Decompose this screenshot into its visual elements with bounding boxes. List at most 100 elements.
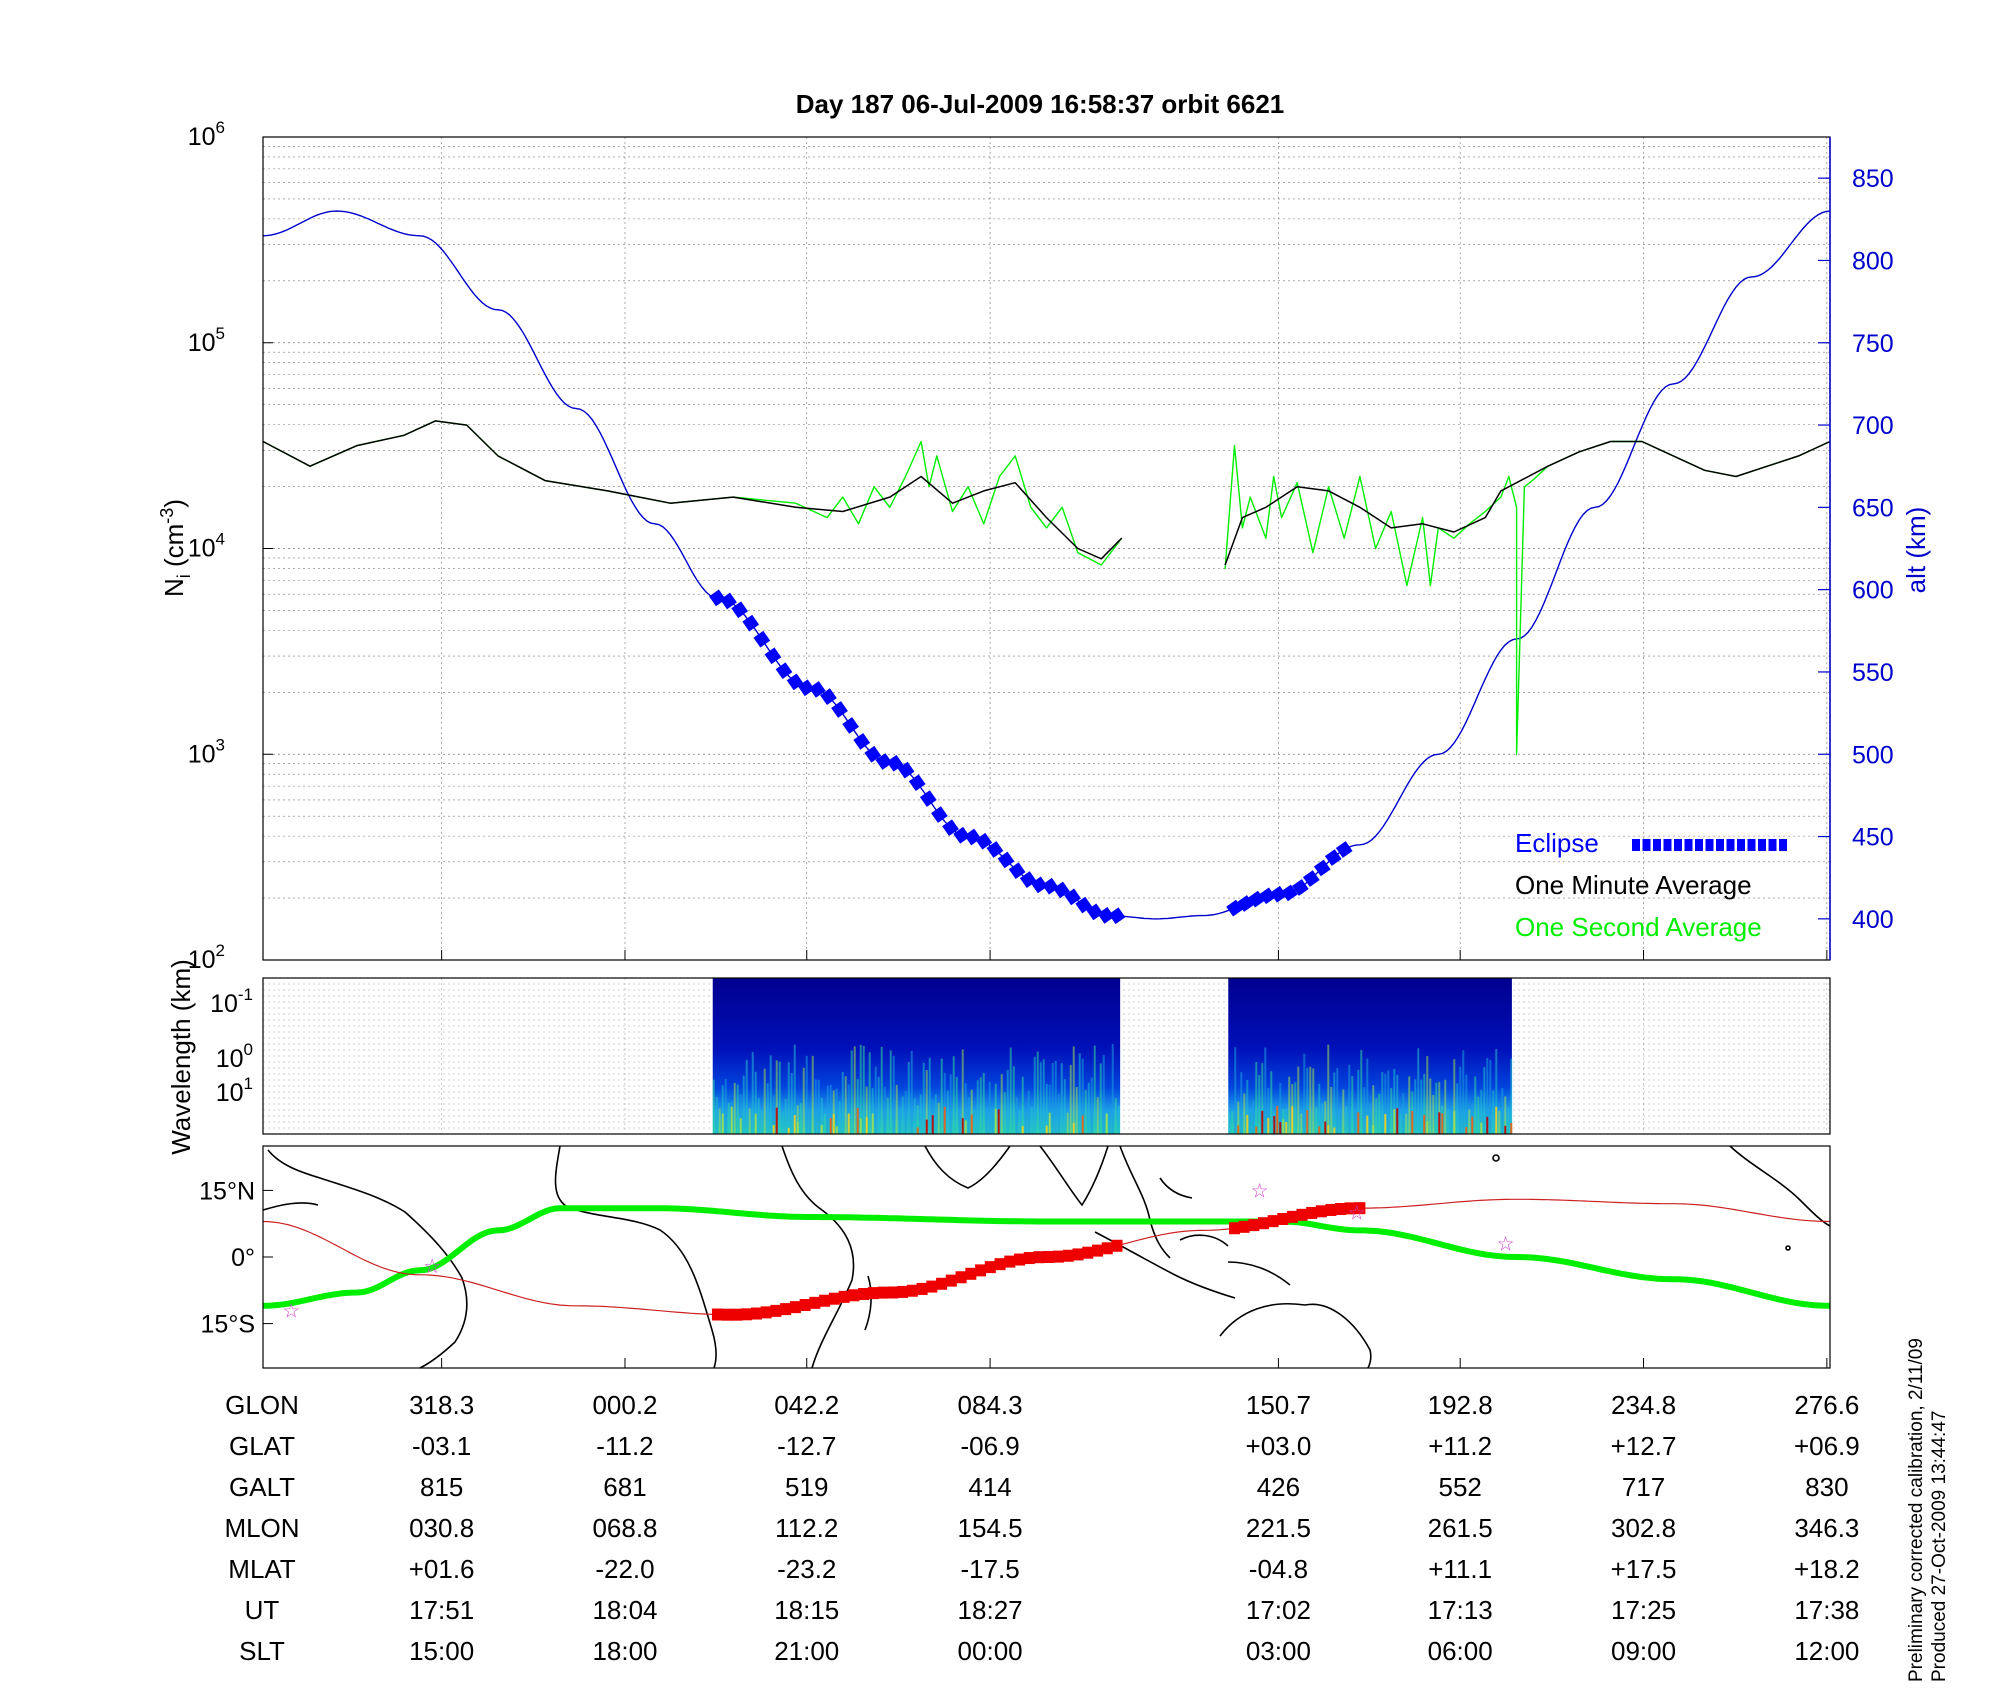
spectrogram-streak	[715, 1096, 718, 1134]
spectrogram-streak	[712, 1079, 715, 1134]
spectrogram-streak	[793, 1044, 796, 1134]
eclipse-marker	[742, 614, 760, 632]
spectrogram-streak	[1369, 1102, 1372, 1134]
spectrogram-streak	[958, 1107, 961, 1134]
spectrogram-peak	[1465, 1127, 1468, 1134]
spectrogram-peak	[1366, 1115, 1369, 1134]
table-cell: 00:00	[958, 1636, 1023, 1666]
altitude-tick-label: 850	[1852, 165, 1894, 193]
spectrogram-streak	[1384, 1073, 1387, 1134]
spectrogram-peak	[1393, 1109, 1396, 1134]
eclipse-marker	[720, 592, 737, 610]
spectrogram-peak	[1306, 1110, 1309, 1134]
eclipse-track-marker	[945, 1274, 957, 1287]
spectrogram-streak	[1069, 1064, 1072, 1134]
spectrogram-streak	[1432, 1095, 1435, 1134]
eclipse-track-marker	[897, 1285, 909, 1298]
eclipse-track-marker	[994, 1258, 1006, 1271]
spectrogram-streak	[817, 1079, 820, 1134]
spectrogram-peak	[1510, 1122, 1513, 1134]
spectrogram-streak	[736, 1084, 739, 1134]
eclipse-track-marker	[770, 1304, 782, 1317]
spectrogram-peak	[997, 1109, 1000, 1134]
table-row-label: UT	[245, 1595, 280, 1625]
eclipse-marker	[897, 761, 915, 779]
spectrogram-streak	[1504, 1096, 1507, 1134]
altitude-tick-label: 400	[1852, 906, 1894, 934]
spectrogram-streak	[748, 1108, 751, 1134]
eclipse-track-marker	[848, 1289, 860, 1302]
table-cell: 192.8	[1428, 1390, 1493, 1420]
spectrogram-streak	[1006, 1069, 1009, 1134]
spectrogram-streak	[877, 1077, 880, 1134]
table-cell: 000.2	[592, 1390, 657, 1420]
spectrogram-streak	[784, 1098, 787, 1134]
eclipse-track-marker	[906, 1284, 918, 1297]
spectrogram-streak	[982, 1072, 985, 1134]
spectrogram-streak	[1000, 1074, 1003, 1134]
table-cell: 150.7	[1246, 1390, 1311, 1420]
table-cell: 18:04	[592, 1595, 657, 1625]
spectrogram-streak	[724, 1079, 727, 1134]
eclipse-track-marker	[1315, 1205, 1327, 1218]
spectrogram-streak	[1393, 1068, 1396, 1134]
spectrogram-streak	[1387, 1070, 1390, 1134]
eclipse-track-marker	[1296, 1208, 1308, 1221]
spectrogram-peak	[1255, 1126, 1258, 1134]
spectrogram-streak	[760, 1110, 763, 1134]
spectrogram-peak	[925, 1119, 928, 1134]
spectrogram-peak	[994, 1108, 997, 1134]
spectrogram-streak	[886, 1097, 889, 1134]
eclipse-track-marker	[828, 1292, 840, 1305]
eclipse-track-marker	[750, 1307, 762, 1320]
density-panel: 102 103 104 105 106 400 450 500 550 600 650 700 750…	[157, 118, 1931, 974]
spectrogram-streak	[739, 1094, 742, 1134]
eclipse-track-marker	[760, 1306, 772, 1319]
spectrogram-streak	[838, 1100, 841, 1134]
spectrogram-streak	[1372, 1085, 1375, 1134]
table-cell: 068.8	[592, 1513, 657, 1543]
table-cell: +01.6	[409, 1554, 475, 1584]
spectrogram-streak	[1294, 1082, 1297, 1134]
spectrogram-streak	[871, 1088, 874, 1134]
altitude-tick-label: 600	[1852, 577, 1894, 605]
spectrogram-streak	[1057, 1094, 1060, 1134]
spectrogram-streak	[1345, 1106, 1348, 1134]
spectrogram-streak	[1240, 1072, 1243, 1134]
spectrogram-streak	[1309, 1066, 1312, 1134]
spectrogram-peak	[1357, 1112, 1360, 1134]
spectrogram-peak	[1333, 1127, 1336, 1134]
footnote-calibration: Preliminary corrected calibration, 2/11/…	[1906, 1338, 1927, 1682]
spectrogram-peak	[1426, 1121, 1429, 1134]
table-cell: 17:13	[1428, 1595, 1493, 1625]
legend-minute-label: One Minute Average	[1515, 870, 1752, 900]
spectrogram-peak	[1327, 1125, 1330, 1134]
spectrogram-peak	[1441, 1113, 1444, 1134]
legend-eclipse-marker	[1653, 839, 1661, 851]
density-axis-label: Ni (cm-3)	[157, 499, 194, 597]
table-cell: 414	[968, 1472, 1011, 1502]
spectrogram-streak	[1420, 1079, 1423, 1134]
eclipse-marker	[931, 806, 948, 823]
eclipse-track-marker	[1023, 1252, 1035, 1265]
spectrogram-streak	[964, 1083, 967, 1134]
spectrogram-peak	[1438, 1112, 1441, 1134]
spectrogram-streak	[1408, 1076, 1411, 1134]
station-star-icon: ☆	[1251, 1180, 1269, 1202]
table-cell: 17:38	[1794, 1595, 1859, 1625]
spectrogram-streak	[1336, 1068, 1339, 1134]
table-cell: +11.2	[1428, 1431, 1492, 1461]
eclipse-marker	[864, 745, 882, 763]
legend-eclipse-marker	[1695, 839, 1703, 851]
spectrogram-streak	[991, 1107, 994, 1134]
spectrogram-streak	[1303, 1053, 1306, 1134]
spectrogram-streak	[832, 1090, 835, 1134]
spectrogram-peak	[916, 1127, 919, 1134]
eclipse-track-marker	[936, 1277, 948, 1290]
spectrogram-streak	[889, 1050, 892, 1134]
spectrogram-peak	[1486, 1116, 1489, 1134]
spectrogram-streak	[880, 1046, 883, 1134]
spectrogram-streak	[1360, 1049, 1363, 1134]
spectrogram-streak	[928, 1057, 931, 1134]
